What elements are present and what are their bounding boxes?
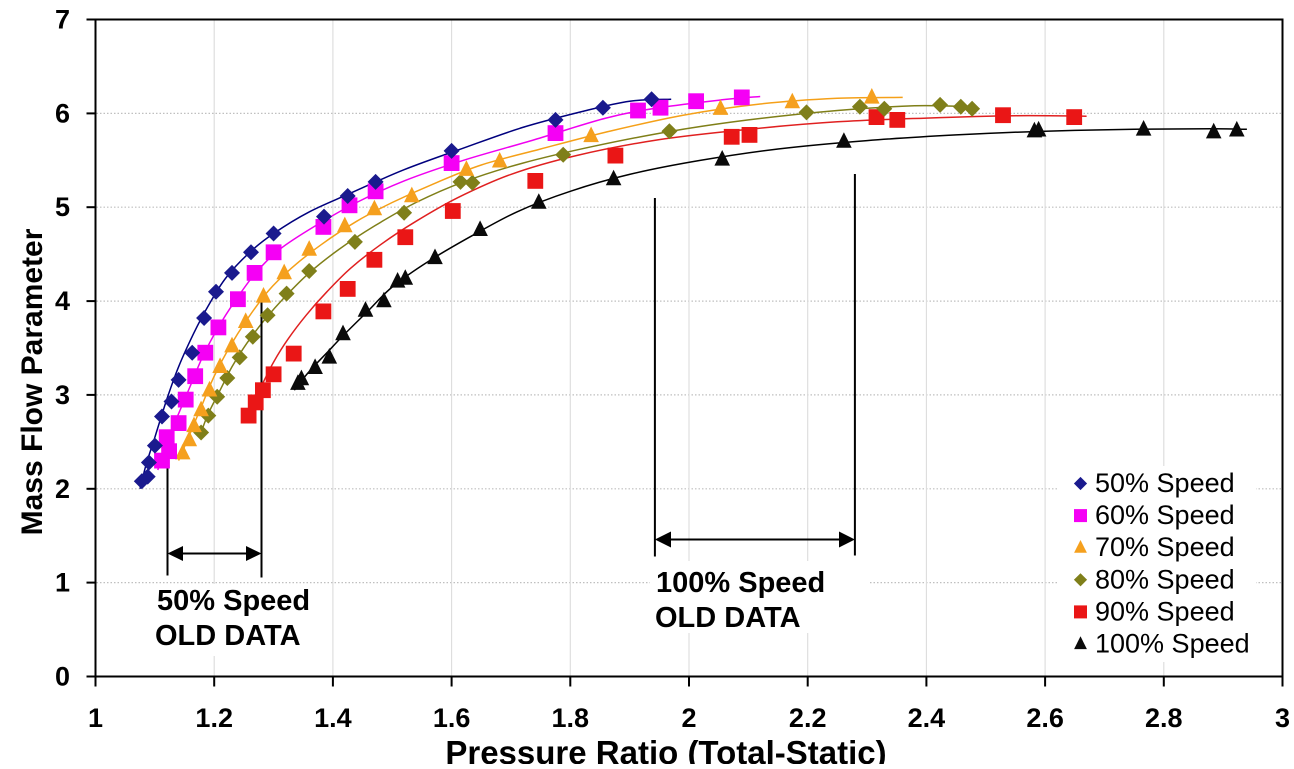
svg-text:80% Speed: 80% Speed <box>1095 564 1235 594</box>
svg-text:90% Speed: 90% Speed <box>1095 596 1235 626</box>
svg-text:Pressure Ratio (Total-Static): Pressure Ratio (Total-Static) <box>445 734 886 764</box>
svg-text:50% Speed: 50% Speed <box>1095 468 1235 498</box>
svg-text:3: 3 <box>1275 703 1290 733</box>
svg-text:2.8: 2.8 <box>1145 703 1183 733</box>
svg-text:0: 0 <box>55 662 70 692</box>
svg-text:Mass Flow Parameter: Mass Flow Parameter <box>16 228 49 535</box>
svg-text:OLD DATA: OLD DATA <box>155 620 301 652</box>
svg-text:2.2: 2.2 <box>789 703 827 733</box>
svg-text:1.2: 1.2 <box>195 703 233 733</box>
svg-text:1: 1 <box>55 568 70 598</box>
svg-text:6: 6 <box>55 98 70 128</box>
svg-text:5: 5 <box>55 192 70 222</box>
svg-text:50% Speed: 50% Speed <box>157 585 310 617</box>
svg-text:1: 1 <box>88 703 103 733</box>
svg-text:1.6: 1.6 <box>433 703 471 733</box>
svg-text:70% Speed: 70% Speed <box>1095 532 1235 562</box>
svg-text:2: 2 <box>681 703 696 733</box>
svg-text:1.8: 1.8 <box>552 703 590 733</box>
svg-text:2: 2 <box>55 474 70 504</box>
svg-text:100% Speed: 100% Speed <box>1095 629 1250 659</box>
svg-text:60% Speed: 60% Speed <box>1095 500 1235 530</box>
svg-text:3: 3 <box>55 380 70 410</box>
svg-text:7: 7 <box>55 5 70 35</box>
svg-text:2.6: 2.6 <box>1026 703 1064 733</box>
svg-text:100% Speed: 100% Speed <box>656 567 825 599</box>
svg-text:4: 4 <box>55 286 70 316</box>
svg-text:1.4: 1.4 <box>314 703 352 733</box>
svg-text:OLD DATA: OLD DATA <box>655 602 801 634</box>
svg-text:2.4: 2.4 <box>908 703 946 733</box>
